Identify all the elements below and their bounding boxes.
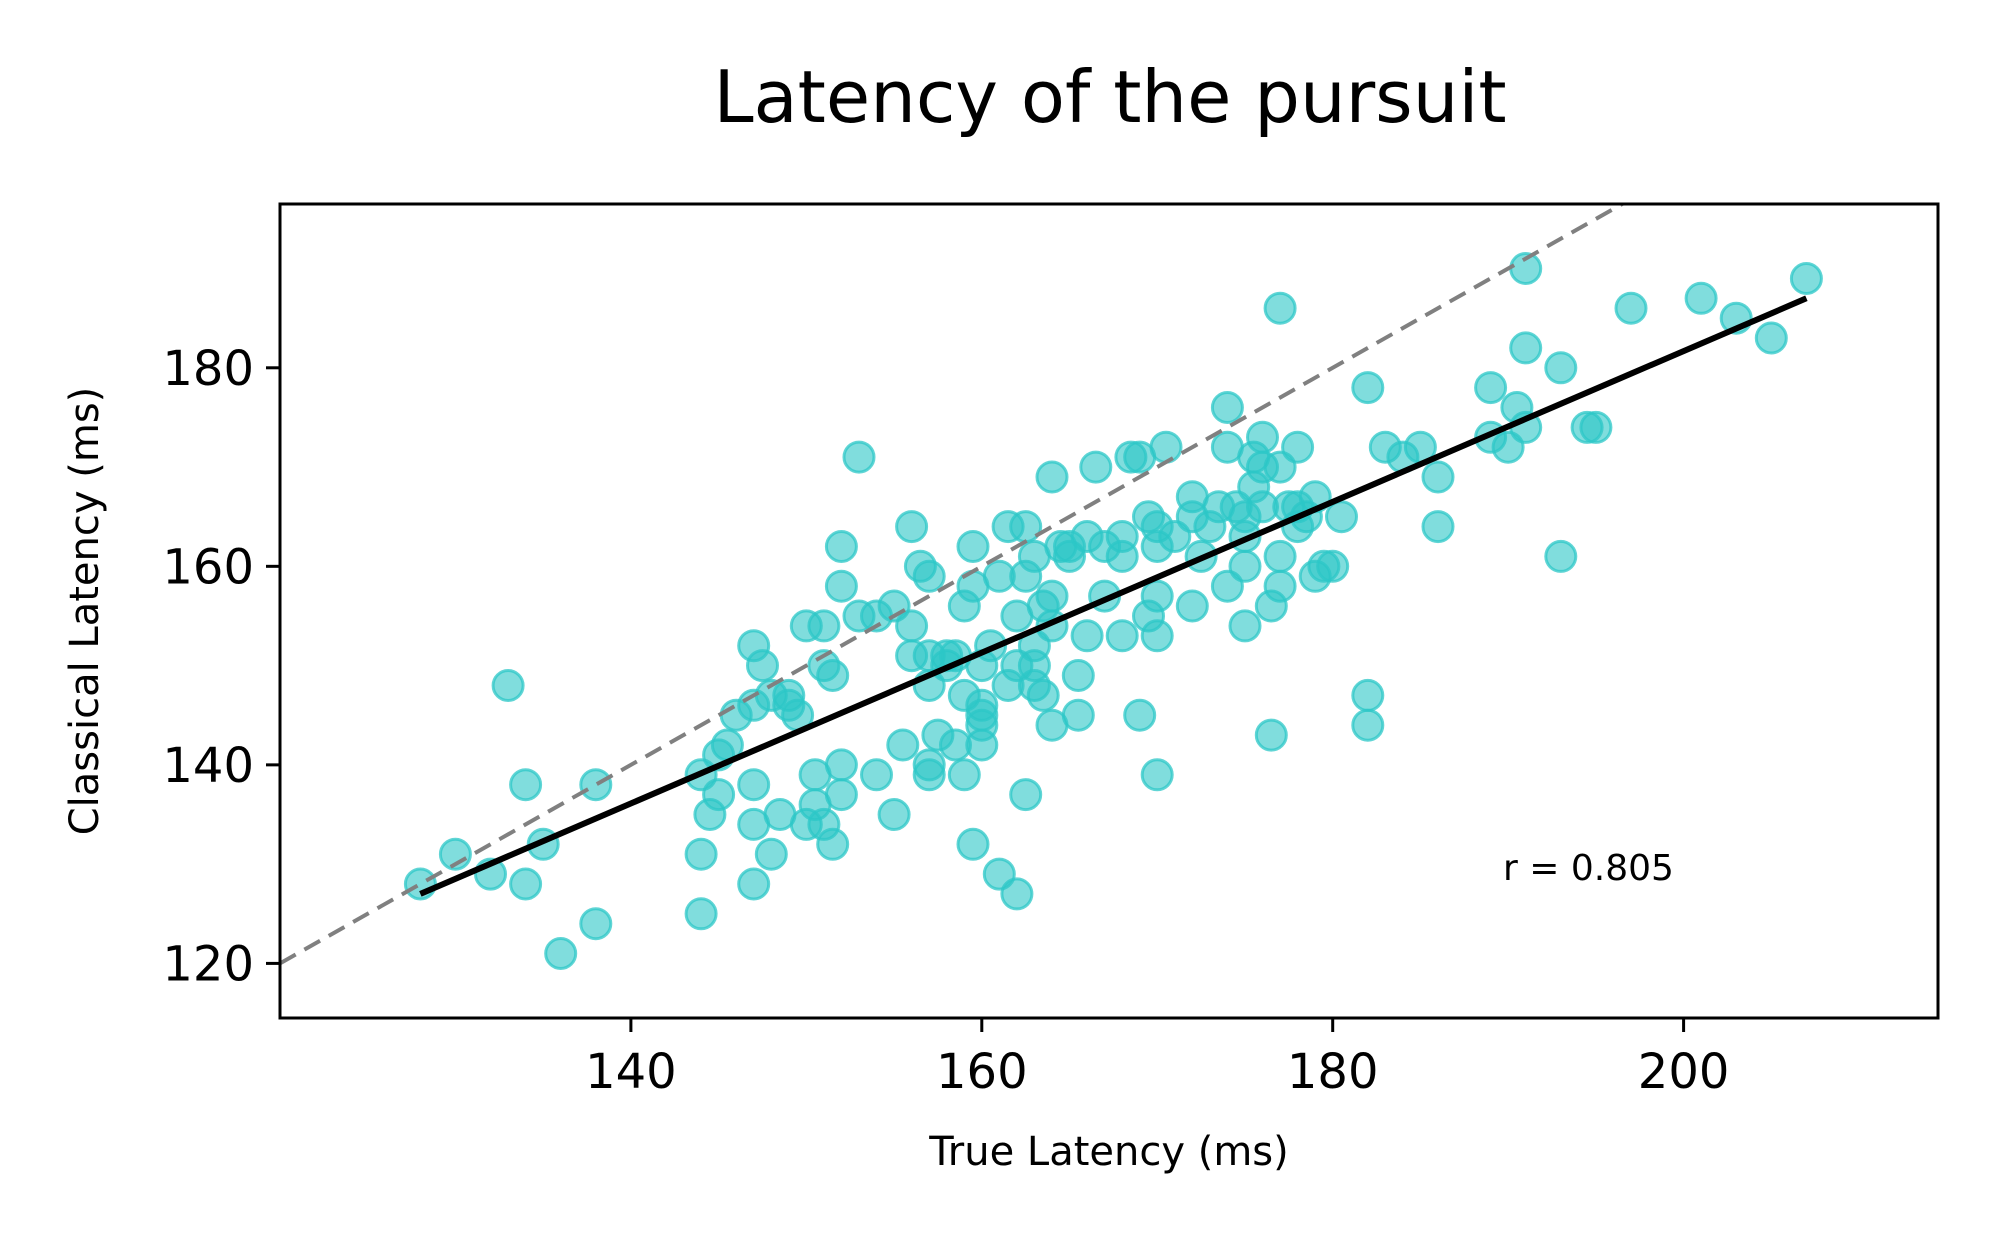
scatter-point <box>1246 420 1279 454</box>
identity-line <box>280 204 1627 966</box>
scatter-point <box>1035 460 1069 494</box>
scatter-point <box>956 530 990 563</box>
scatter-point <box>1140 619 1174 653</box>
scatter-point <box>684 897 718 931</box>
scatter-point <box>1351 708 1385 742</box>
scatter-point <box>403 867 437 901</box>
scatter-point <box>1509 331 1543 365</box>
scatter-point <box>1140 758 1174 792</box>
x-axis-label: True Latency (ms) <box>928 1129 1289 1175</box>
x-tick-label: 180 <box>1287 1044 1379 1100</box>
scatter-point <box>1579 410 1613 444</box>
x-tick-label: 140 <box>585 1044 677 1100</box>
plot-content <box>280 204 1823 970</box>
x-tick-label: 160 <box>936 1044 1028 1100</box>
scatter-point <box>1281 430 1315 464</box>
scatter-point <box>1544 539 1578 573</box>
scatter-point <box>1263 569 1297 603</box>
scatter-point <box>1228 549 1262 583</box>
correlation-annotation: r = 0.805 <box>1503 848 1674 889</box>
scatter-point <box>807 609 841 643</box>
scatter-point <box>1035 579 1069 613</box>
scatter-point <box>1009 778 1043 812</box>
plot-area <box>280 204 1823 970</box>
scatter-point <box>737 768 771 802</box>
scatter-point <box>737 867 771 901</box>
scatter-point <box>947 758 981 792</box>
y-tick-label: 140 <box>162 738 254 794</box>
y-tick-label: 160 <box>162 539 254 595</box>
scatter-point <box>1079 450 1113 484</box>
scatter-point <box>1228 609 1262 643</box>
scatter-point <box>912 559 946 593</box>
scatter-point <box>1254 718 1288 752</box>
scatter-point <box>1351 678 1385 712</box>
scatter-point <box>579 907 613 941</box>
scatter-point <box>1000 877 1034 911</box>
scatter-point <box>1070 619 1104 653</box>
y-tick-label: 180 <box>162 341 254 397</box>
scatter-point <box>824 569 858 603</box>
scatter-point <box>1754 321 1788 355</box>
scatter-point <box>895 609 929 643</box>
scatter-point <box>1316 549 1350 583</box>
y-axis-label: Classical Latency (ms) <box>62 387 108 836</box>
scatter-point <box>1325 500 1358 534</box>
scatter-point <box>877 798 911 831</box>
scatter-point <box>1544 351 1578 385</box>
scatter-point <box>509 867 543 901</box>
scatter-point <box>860 758 893 792</box>
scatter-point <box>1421 510 1455 544</box>
scatter-point <box>1140 579 1174 613</box>
scatter-point <box>816 659 850 692</box>
scatter-point <box>965 728 999 762</box>
scatter-point <box>1175 589 1209 623</box>
scatter-point <box>1105 539 1139 573</box>
scatter-point <box>1789 262 1823 295</box>
scatter-point <box>956 827 990 861</box>
scatter-point <box>842 440 876 474</box>
scatter-point <box>1614 291 1648 325</box>
scatter-point <box>1123 698 1157 732</box>
scatter-point <box>1210 391 1244 424</box>
scatter-point <box>824 778 858 812</box>
scatter-point <box>912 758 946 792</box>
scatter-point <box>824 530 858 563</box>
scatter-point <box>1026 678 1060 712</box>
scatter-point <box>1474 371 1508 405</box>
chart-title: Latency of the pursuit <box>713 55 1506 139</box>
scatter-point <box>754 837 788 871</box>
scatter-point <box>684 837 718 871</box>
scatter-point <box>1149 430 1183 464</box>
y-axis-ticks: 120 140 160 180 <box>162 341 280 992</box>
scatter-point <box>491 669 525 702</box>
x-axis-ticks: 140 160 180 200 <box>585 1018 1729 1100</box>
scatter-point <box>895 510 929 544</box>
x-tick-label: 200 <box>1638 1044 1730 1100</box>
scatter-point <box>1684 281 1718 315</box>
scatter-point <box>816 827 850 861</box>
scatter-point <box>1105 619 1139 653</box>
scatter-point <box>509 768 543 802</box>
plot-frame <box>278 202 1940 1020</box>
scatter-point <box>1263 539 1297 573</box>
scatter-point <box>1061 659 1095 692</box>
scatter-point <box>824 748 858 782</box>
y-tick-label: 120 <box>162 936 254 992</box>
scatter-point <box>1061 698 1095 732</box>
scatter-point <box>746 649 779 683</box>
scatter-point <box>702 778 736 812</box>
scatter-point <box>1351 371 1385 405</box>
scatter-point <box>1421 460 1455 494</box>
scatter-point <box>544 937 578 970</box>
scatter-point <box>886 728 920 762</box>
regression-line <box>419 295 1808 897</box>
scatter-point <box>579 768 613 802</box>
scatter-point <box>1263 291 1297 325</box>
